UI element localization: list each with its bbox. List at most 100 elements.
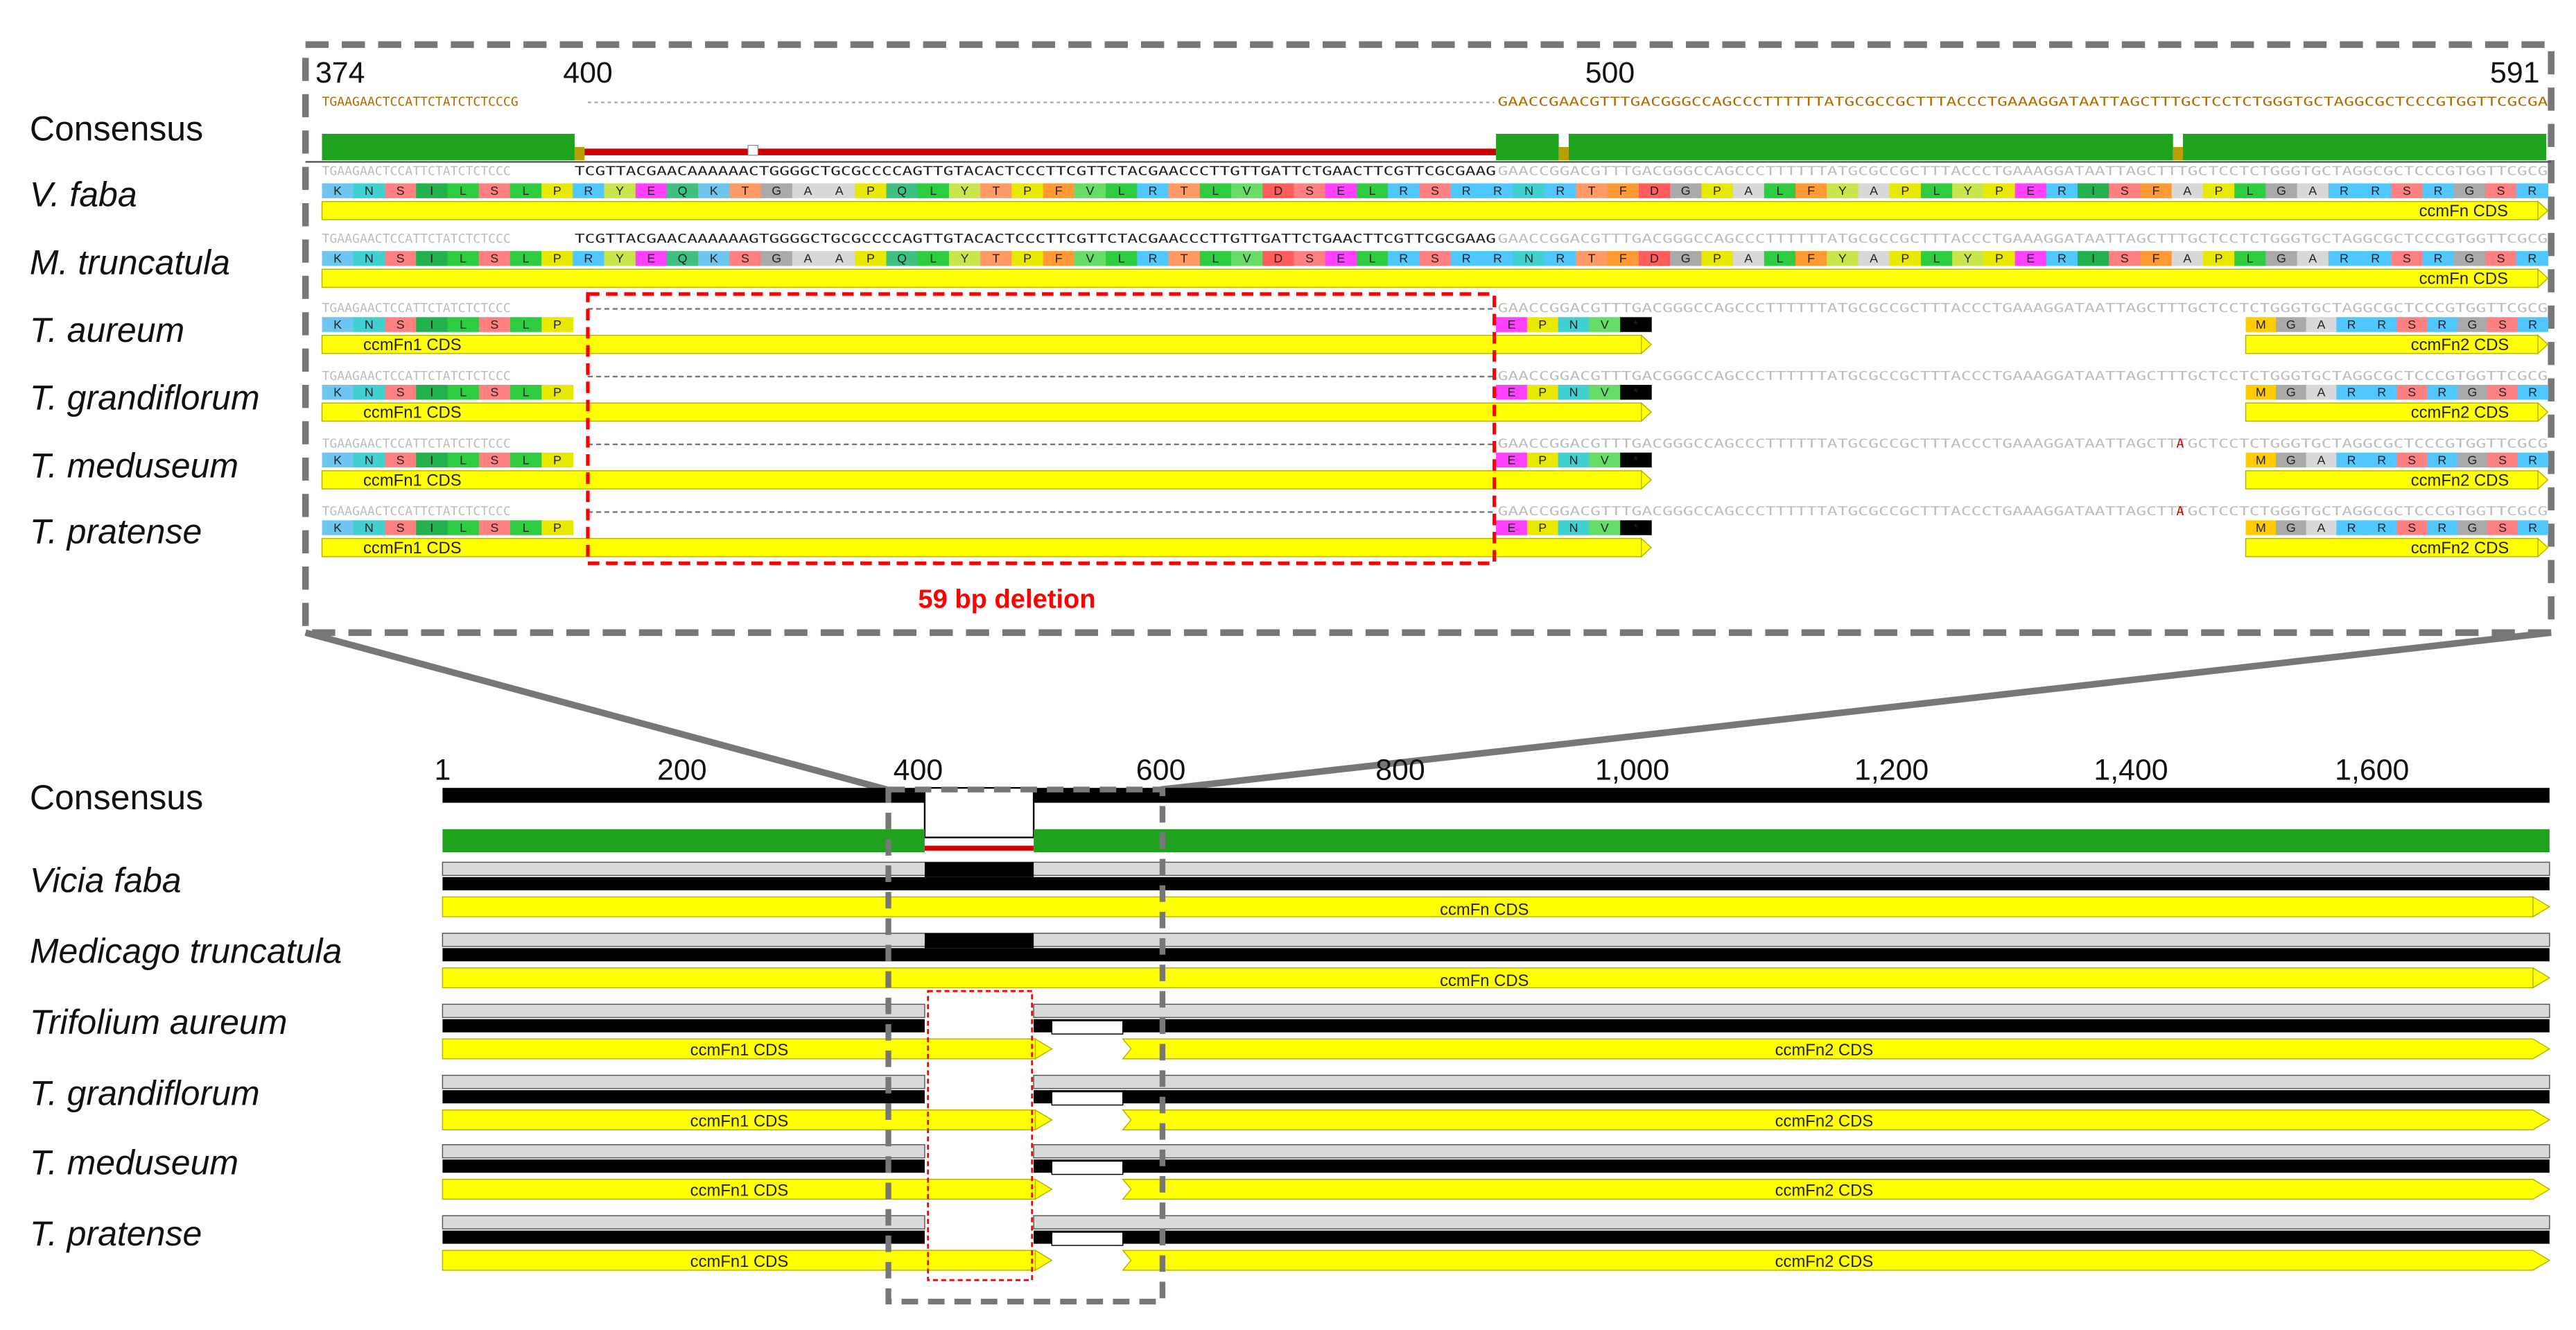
vfaba-aa-letter: R xyxy=(1148,184,1157,198)
tri2-aa-cell xyxy=(478,452,511,468)
tri3-aa-cell xyxy=(385,520,417,535)
mtrunc-aa-letter: Y xyxy=(961,252,969,266)
mtrunc-aa-cell xyxy=(1795,251,1827,266)
tri1-n2-aa-letter: S xyxy=(2408,386,2416,399)
mtrunc-aa-letter: L xyxy=(460,252,467,266)
mtrunc-aa-letter: A xyxy=(1744,252,1752,266)
ov-row4-cds1-bar xyxy=(442,1179,1036,1200)
mtrunc-aa-letter: P xyxy=(1023,252,1032,266)
vfaba-aa-cell xyxy=(2140,183,2173,198)
mtrunc-aa-letter: F xyxy=(1055,252,1063,266)
tri2-n2-aa-letter: R xyxy=(2377,453,2386,467)
tri0-n2-aa-cell xyxy=(2396,317,2428,332)
vfaba-aa-cell xyxy=(1199,183,1232,198)
tri0-aa-letter: L xyxy=(460,318,467,331)
mtrunc-aa-letter: S xyxy=(2497,252,2505,266)
zoom-ruler-374: 374 xyxy=(315,56,365,89)
vfaba-aa-letter: R xyxy=(2434,184,2443,198)
tri3-n2-aa-cell xyxy=(2427,520,2458,535)
tri1-aa-cell xyxy=(322,385,354,400)
tri2-n2-aa-cell xyxy=(2396,452,2428,468)
ov-row3-coverage-left xyxy=(442,1090,925,1104)
tri0-end-aa-cell xyxy=(1526,317,1559,332)
tri3-aa-cell xyxy=(541,520,574,535)
mtrunc-aa-letter: P xyxy=(1901,252,1909,266)
tri1-aa-letter: P xyxy=(553,386,562,399)
mtrunc-aa-letter: I xyxy=(2091,252,2095,266)
mtrunc-aa-cell xyxy=(792,251,824,266)
mtrunc-aa-letter: F xyxy=(1807,252,1815,266)
tri2-n2-aa-letter: M xyxy=(2256,453,2266,467)
ov-row2-cds1-arrow xyxy=(1034,1038,1053,1060)
mtrunc-cds-bar xyxy=(321,268,2539,288)
tri1-aa-cell xyxy=(416,385,449,400)
tri1-n2-aa-letter: G xyxy=(2286,386,2296,399)
tri0-end-aa-letter: N xyxy=(1569,318,1578,331)
tri2-cds2-bar xyxy=(2245,470,2539,490)
tri1-n2-aa-cell xyxy=(2396,385,2428,400)
vfaba-aa-cell xyxy=(1450,183,1483,198)
mtrunc-aa-letter: E xyxy=(647,252,655,266)
zoom-identity-mark3 xyxy=(2173,146,2184,161)
mtrunc-aa-letter: P xyxy=(553,252,562,266)
ov-row0-coverage xyxy=(442,876,2550,890)
ov-row1-insert xyxy=(924,933,1034,949)
mtrunc-aa-cell xyxy=(729,251,762,266)
tri0-end-aa-cell xyxy=(1496,317,1528,332)
tri1-end-aa-cell xyxy=(1526,385,1559,400)
mtrunc-aa-letter: R xyxy=(2434,252,2443,266)
mtrunc-aa-cell xyxy=(2171,251,2204,266)
tri3-end-aa-cell xyxy=(1496,520,1528,535)
vfaba-aa-letter: P xyxy=(867,184,875,198)
ov-taureum-cds1-label: ccmFn1 CDS xyxy=(690,1041,789,1060)
mtrunc-aa-letter: G xyxy=(2464,252,2474,266)
vfaba-aa-cell xyxy=(2171,183,2204,198)
tri2-seq-left: TGAAGAACTCCATTCTATCTCTCCC xyxy=(322,437,510,451)
ov-row5-reads-left xyxy=(442,1215,925,1229)
mtrunc-aa-cell xyxy=(2046,251,2078,266)
tri0-cds2-arrow xyxy=(2537,334,2549,355)
tri3-end-aa-cell xyxy=(1620,520,1652,535)
tri2-end-aa-cell xyxy=(1620,452,1652,468)
ov-label-tmeduseum: T. meduseum xyxy=(30,1143,238,1182)
vfaba-aa-cell xyxy=(855,183,887,198)
vfaba-aa-cell xyxy=(1670,183,1703,198)
tri1-cds2-label: ccmFn2 CDS xyxy=(2411,404,2509,422)
ov-label-vicia: Vicia faba xyxy=(30,861,182,899)
mtrunc-aa-cell xyxy=(510,251,542,266)
ov-row2-stopgap xyxy=(1051,1020,1124,1035)
vfaba-aa-cell xyxy=(1920,183,1953,198)
mtrunc-aa-cell xyxy=(2422,251,2455,266)
mtrunc-aa-cell xyxy=(573,251,605,266)
vfaba-aa-letter: S xyxy=(1305,184,1314,198)
mtrunc-aa-cell xyxy=(1732,251,1765,266)
vfaba-aa-cell xyxy=(2078,183,2109,198)
vfaba-aa-cell xyxy=(2046,183,2078,198)
tri0-n2-aa-cell xyxy=(2457,317,2488,332)
tri0-n2-aa-letter: M xyxy=(2256,318,2266,331)
vfaba-aa-cell xyxy=(353,183,385,198)
tri1-aa-letter: K xyxy=(333,386,342,399)
vfaba-aa-letter: P xyxy=(1995,184,2003,198)
tri3-aa-letter: S xyxy=(397,521,405,535)
ov-row1-reads xyxy=(442,933,2550,947)
vfaba-aa-letter: A xyxy=(835,184,844,198)
ov-row0-cds-bar xyxy=(442,896,2534,917)
tri1-end-aa-letter: N xyxy=(1569,386,1578,399)
vfaba-aa-letter: A xyxy=(1744,184,1752,198)
tri0-cds2-label: ccmFn2 CDS xyxy=(2411,336,2509,354)
mtrunc-aa-cell xyxy=(2202,251,2235,266)
tri0-end-aa-cell xyxy=(1620,317,1652,332)
vfaba-aa-letter: R xyxy=(584,184,593,198)
vfaba-seq-left: TGAAGAACTCCATTCTATCTCTCCC xyxy=(322,164,510,178)
zoom-identity-left xyxy=(322,133,575,161)
tri1-end-aa-letter: E xyxy=(1508,386,1516,399)
tri0-aa-cell xyxy=(416,317,449,332)
zoom-consensus-label: Consensus xyxy=(30,109,203,148)
ov-label-taureum: Trifolium aureum xyxy=(30,1003,288,1042)
mtrunc-aa-letter: S xyxy=(2121,252,2129,266)
mtrunc-aa-letter: L xyxy=(1118,252,1125,266)
tri3-n2-aa-cell xyxy=(2517,520,2549,535)
mtrunc-aa-cell xyxy=(1607,251,1639,266)
mtrunc-aa-cell xyxy=(2453,251,2486,266)
